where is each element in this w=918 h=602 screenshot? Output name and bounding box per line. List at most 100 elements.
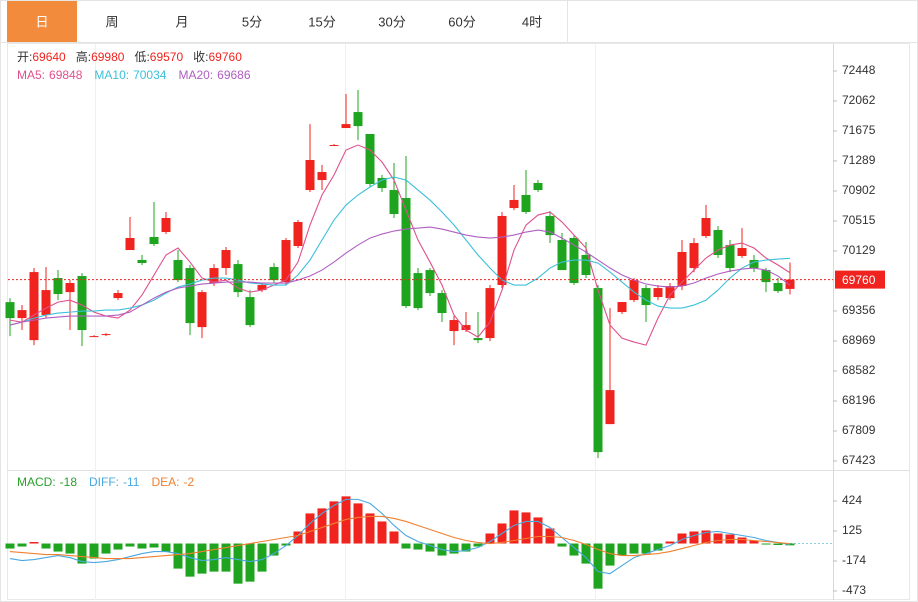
- macd-bar: [269, 543, 279, 556]
- ohlc-info: 开:69640 高:69980 低:69570 收:69760: [17, 49, 242, 64]
- tab-label[interactable]: 30分: [378, 14, 405, 29]
- tab-label[interactable]: 15分: [308, 14, 335, 29]
- candle-body: [461, 325, 471, 331]
- y-tick-label: 69356: [842, 303, 876, 317]
- candle-body: [305, 160, 315, 191]
- legend-label: MA10:: [94, 68, 129, 82]
- macd-bar: [185, 543, 195, 577]
- ma-legend: MA5: 69848 MA10: 70034 MA20: 69686: [17, 68, 251, 82]
- macd-bar: [5, 543, 15, 549]
- tab[interactable]: [497, 1, 567, 42]
- candle-body: [641, 288, 651, 306]
- macd-bar: [245, 543, 255, 582]
- tab[interactable]: [7, 1, 77, 42]
- candle-body: [677, 251, 687, 287]
- macd-bar: [425, 543, 435, 552]
- candle-body: [29, 272, 39, 341]
- macd-bar: [41, 543, 51, 549]
- candle-body: [5, 302, 15, 319]
- candle-body: [257, 285, 267, 291]
- tab[interactable]: [287, 1, 357, 42]
- macd-bar: [581, 543, 591, 564]
- legend-value: -11: [123, 475, 140, 489]
- macd-bar: [701, 530, 711, 544]
- tab[interactable]: [77, 1, 147, 42]
- candle-body: [365, 134, 375, 184]
- y-tick-label: -473: [842, 583, 866, 597]
- macd-bar: [509, 510, 519, 544]
- legend-value: -18: [60, 475, 78, 489]
- candle-body: [485, 288, 495, 339]
- current-price-box: [835, 270, 885, 289]
- tab[interactable]: [357, 1, 427, 42]
- candle-body: [701, 217, 711, 237]
- macd-bar: [377, 521, 387, 544]
- macd-bar: [149, 543, 159, 548]
- candle-body: [521, 195, 531, 213]
- tab-label[interactable]: 4时: [522, 14, 542, 29]
- macd-bar: [569, 543, 579, 556]
- candle-body: [137, 259, 147, 263]
- candle-body: [617, 302, 627, 313]
- tab-label[interactable]: 5分: [242, 14, 262, 29]
- macd-bar: [197, 543, 207, 574]
- macd-bar: [281, 543, 291, 546]
- macd-bar: [29, 542, 39, 544]
- macd-bar: [389, 531, 399, 544]
- candle-body: [101, 334, 111, 336]
- candle-body: [221, 250, 231, 269]
- macd-bar: [641, 543, 651, 554]
- macd-bar: [593, 543, 603, 589]
- y-tick-label: 68969: [842, 333, 876, 347]
- ohlc-label: 收:: [193, 50, 208, 64]
- candle-body: [209, 268, 219, 284]
- legend-label: DEA:: [151, 475, 179, 489]
- legend-label: MA5:: [17, 68, 45, 82]
- macd-bar: [617, 543, 627, 556]
- tab-label[interactable]: 日: [35, 14, 48, 29]
- y-tick-label: 71675: [842, 123, 876, 137]
- y-tick-label: 70515: [842, 213, 876, 227]
- candle-body: [557, 240, 567, 271]
- y-tick-label: 71289: [842, 153, 876, 167]
- ohlc-label: 高:: [76, 49, 91, 64]
- y-tick-label: 67809: [842, 423, 876, 437]
- candle-body: [161, 217, 171, 233]
- macd-bar: [629, 543, 639, 554]
- legend-value: 69686: [217, 68, 251, 82]
- macd-bar: [101, 543, 111, 554]
- macd-bar: [473, 543, 483, 547]
- candle-body: [377, 178, 387, 189]
- macd-bar: [317, 508, 327, 544]
- candle-body: [185, 268, 195, 324]
- y-tick-label: 70902: [842, 183, 876, 197]
- candle-body: [665, 286, 675, 299]
- tab[interactable]: [147, 1, 217, 42]
- macd-bar: [689, 531, 699, 544]
- candle-body: [293, 222, 303, 246]
- macd-bar: [521, 512, 531, 544]
- macd-bar: [713, 533, 723, 544]
- macd-bar: [233, 543, 243, 584]
- macd-bar: [257, 543, 267, 572]
- tab-label[interactable]: 60分: [448, 14, 475, 29]
- macd-bar: [113, 543, 123, 550]
- candle-body: [89, 336, 99, 338]
- plot: 72448 72062 71675 71289 70902 70515 70129 69356…: [5, 63, 885, 597]
- legend-label: MA20:: [178, 68, 213, 82]
- y-tick-label: -174: [842, 553, 866, 567]
- macd-bar: [173, 543, 183, 569]
- ohlc-value: 69980: [91, 50, 125, 64]
- tab[interactable]: [217, 1, 287, 42]
- macd-bar: [365, 513, 375, 544]
- macd-bar: [65, 543, 75, 554]
- candle-body: [125, 238, 135, 251]
- tab[interactable]: [427, 1, 497, 42]
- tab-label[interactable]: 周: [105, 14, 118, 29]
- y-tick-label: 125: [842, 523, 862, 537]
- candle-body: [113, 293, 123, 299]
- tab-label[interactable]: 月: [175, 14, 188, 29]
- candle-body: [629, 280, 639, 301]
